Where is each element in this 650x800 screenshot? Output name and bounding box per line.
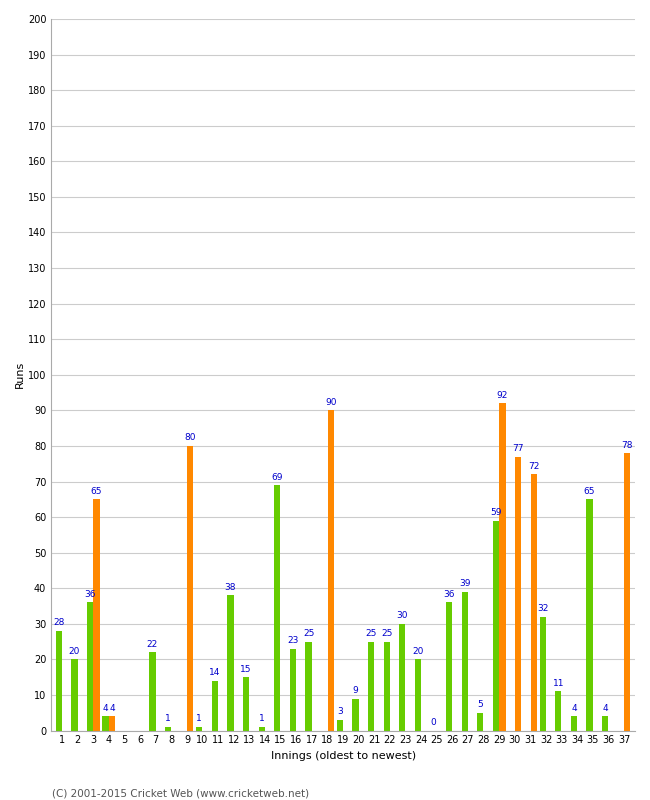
Bar (165, 727, 171, 730)
Text: 92: 92 (497, 390, 508, 400)
Bar (446, 602, 452, 730)
Text: 25: 25 (303, 629, 314, 638)
Text: 0: 0 (430, 718, 436, 727)
Text: 3: 3 (337, 707, 343, 716)
Bar (290, 649, 296, 730)
Text: 28: 28 (53, 618, 64, 627)
Bar (328, 410, 334, 730)
Bar (259, 727, 265, 730)
Text: 4: 4 (571, 704, 577, 713)
Text: (C) 2001-2015 Cricket Web (www.cricketweb.net): (C) 2001-2015 Cricket Web (www.cricketwe… (52, 788, 309, 798)
Bar (624, 453, 630, 730)
Bar (150, 652, 155, 730)
Bar (571, 716, 577, 730)
Text: 4: 4 (103, 704, 109, 713)
Bar (462, 592, 468, 730)
Text: 1: 1 (259, 714, 265, 723)
Text: 72: 72 (528, 462, 540, 471)
Bar (227, 595, 233, 730)
Bar (368, 642, 374, 730)
Bar (530, 474, 537, 730)
Bar (602, 716, 608, 730)
Bar (399, 624, 406, 730)
Bar (87, 602, 93, 730)
Text: 30: 30 (396, 611, 408, 620)
Bar (243, 678, 249, 730)
Text: 4: 4 (603, 704, 608, 713)
Bar (352, 698, 359, 730)
Text: 80: 80 (185, 434, 196, 442)
Bar (493, 521, 499, 730)
Text: 38: 38 (225, 583, 236, 592)
Bar (72, 659, 77, 730)
Bar (586, 499, 593, 730)
Text: 77: 77 (512, 444, 524, 453)
Bar (94, 499, 99, 730)
Text: 90: 90 (325, 398, 337, 407)
Bar (196, 727, 202, 730)
Text: 69: 69 (272, 473, 283, 482)
Bar (555, 691, 562, 730)
Text: 32: 32 (537, 604, 549, 613)
Text: 59: 59 (490, 508, 502, 517)
Text: 5: 5 (477, 700, 483, 710)
Text: 1: 1 (165, 714, 171, 723)
Text: 25: 25 (381, 629, 393, 638)
Text: 23: 23 (287, 636, 298, 645)
Text: 65: 65 (584, 486, 595, 496)
Text: 36: 36 (84, 590, 96, 599)
Text: 15: 15 (240, 665, 252, 674)
Bar (187, 446, 193, 730)
Text: 11: 11 (552, 679, 564, 688)
Text: 78: 78 (621, 441, 633, 450)
Y-axis label: Runs: Runs (15, 361, 25, 389)
Text: 22: 22 (147, 640, 158, 649)
Text: 1: 1 (196, 714, 202, 723)
Text: 14: 14 (209, 668, 220, 678)
Bar (384, 642, 390, 730)
Bar (415, 659, 421, 730)
Text: 20: 20 (412, 647, 424, 656)
Bar (337, 720, 343, 730)
Text: 36: 36 (443, 590, 455, 599)
Text: 65: 65 (91, 486, 102, 496)
Text: 39: 39 (459, 579, 471, 588)
Bar (477, 713, 484, 730)
Bar (306, 642, 312, 730)
Bar (540, 617, 546, 730)
X-axis label: Innings (oldest to newest): Innings (oldest to newest) (270, 751, 415, 761)
Bar (499, 403, 506, 730)
Bar (109, 716, 115, 730)
Text: 4: 4 (109, 704, 115, 713)
Text: 20: 20 (69, 647, 80, 656)
Bar (274, 485, 280, 730)
Bar (515, 457, 521, 730)
Bar (212, 681, 218, 730)
Bar (103, 716, 109, 730)
Bar (56, 631, 62, 730)
Text: 25: 25 (365, 629, 377, 638)
Text: 9: 9 (352, 686, 358, 695)
